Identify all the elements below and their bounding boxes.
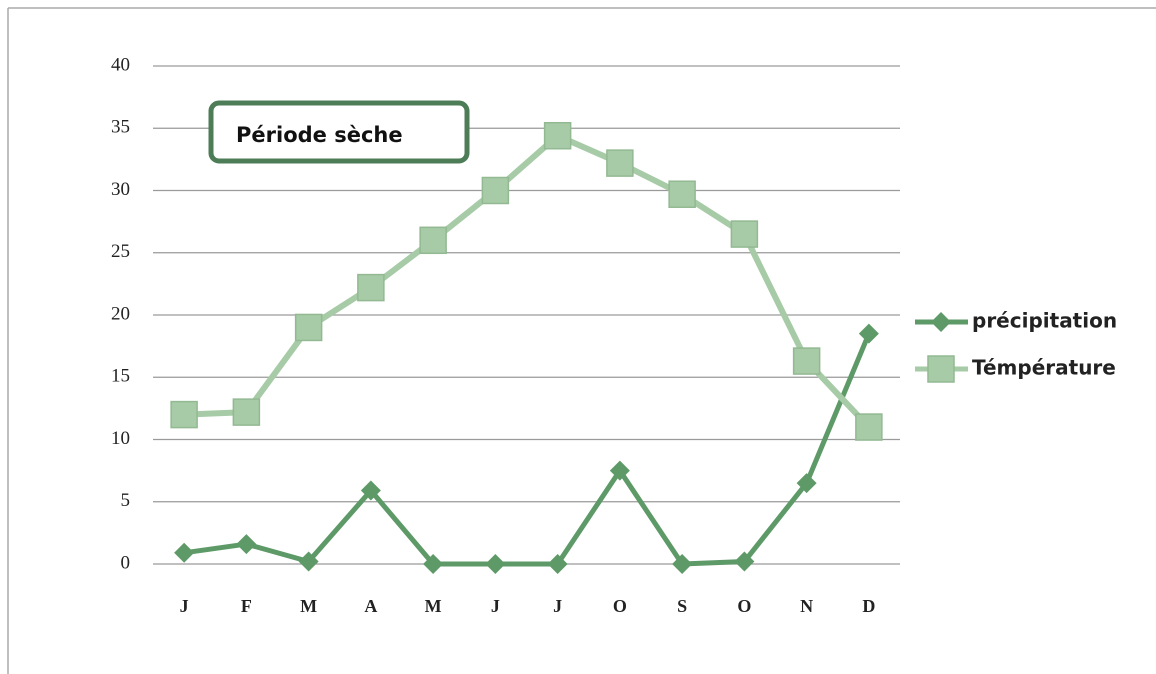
legend-label: Témpérature bbox=[972, 356, 1116, 380]
series-line bbox=[183, 332, 872, 567]
marker bbox=[232, 398, 261, 426]
marker bbox=[855, 413, 883, 441]
marker bbox=[796, 473, 817, 494]
x-tick-label: J bbox=[180, 596, 189, 616]
x-tick-label: O bbox=[737, 596, 751, 616]
marker bbox=[170, 400, 198, 429]
x-tick-label: J bbox=[491, 596, 500, 616]
marker bbox=[360, 480, 381, 501]
marker bbox=[931, 312, 951, 332]
marker bbox=[485, 554, 506, 574]
marker bbox=[236, 534, 257, 555]
annotation-box bbox=[208, 100, 470, 164]
y-tick-label: 5 bbox=[121, 490, 131, 511]
marker bbox=[668, 180, 696, 208]
marker bbox=[547, 554, 568, 574]
x-tick-label: M bbox=[425, 596, 442, 616]
x-tick-label: N bbox=[800, 596, 813, 616]
y-tick-label: 20 bbox=[111, 303, 130, 324]
x-tick-label: J bbox=[553, 596, 562, 616]
marker bbox=[357, 273, 385, 302]
x-tick-label: D bbox=[862, 596, 875, 616]
marker bbox=[419, 226, 447, 255]
marker bbox=[609, 460, 630, 481]
marker bbox=[734, 551, 755, 572]
marker bbox=[423, 554, 444, 574]
series-line bbox=[184, 132, 872, 430]
y-tick-label: 30 bbox=[111, 179, 130, 200]
marker bbox=[927, 355, 955, 383]
marker bbox=[481, 176, 510, 205]
marker bbox=[606, 149, 634, 177]
marker bbox=[792, 347, 821, 375]
marker bbox=[543, 121, 572, 150]
x-tick-label: M bbox=[300, 596, 317, 616]
x-tick-label: S bbox=[677, 596, 687, 616]
y-tick-label: 40 bbox=[111, 54, 130, 75]
marker bbox=[294, 313, 323, 342]
grid bbox=[153, 65, 900, 565]
x-tick-label: A bbox=[364, 596, 377, 616]
legend-label: précipitation bbox=[972, 309, 1117, 333]
x-tick-label: O bbox=[613, 596, 627, 616]
annotation: Période sèche bbox=[236, 123, 403, 147]
marker bbox=[672, 554, 693, 574]
marker bbox=[858, 323, 879, 344]
y-tick-label: 25 bbox=[111, 241, 130, 262]
marker bbox=[174, 542, 195, 563]
y-tick-label: 10 bbox=[111, 428, 130, 449]
marker bbox=[298, 551, 319, 572]
y-tick-label: 15 bbox=[111, 366, 130, 387]
series bbox=[170, 121, 883, 574]
x-tick-label: F bbox=[241, 596, 252, 616]
y-tick-label: 35 bbox=[111, 117, 130, 138]
y-tick-label: 0 bbox=[121, 552, 131, 573]
marker bbox=[730, 220, 759, 248]
